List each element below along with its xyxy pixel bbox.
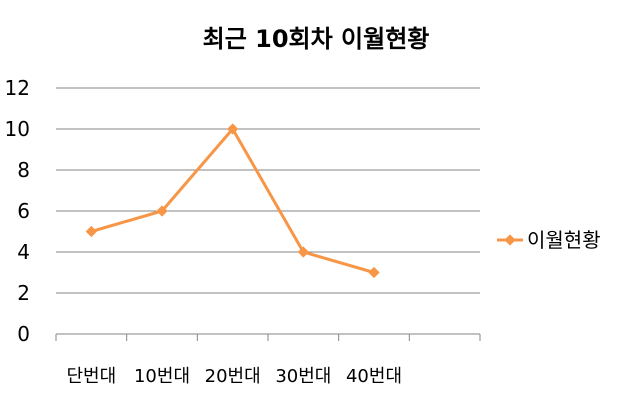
x-axis: 단번대 10번대 20번대 30번대 40번대 [55, 333, 481, 387]
y-tick-label: 10 [5, 117, 30, 141]
y-tick-label: 12 [5, 76, 30, 100]
legend-swatch-marker [504, 234, 516, 246]
data-point [156, 205, 168, 217]
x-category-label: 10번대 [134, 366, 190, 387]
y-tick-label: 0 [17, 322, 30, 346]
x-category-label: 단번대 [66, 366, 116, 387]
y-tick-label: 6 [17, 199, 30, 223]
x-category-label: 40번대 [346, 366, 402, 387]
y-tick-label: 2 [17, 281, 30, 305]
legend-label: 이월현황 [527, 228, 601, 252]
y-axis-ticks: 0 2 4 6 8 10 12 [5, 76, 30, 346]
legend: 이월현황 [497, 228, 601, 252]
chart-title: 최근 10회차 이월현황 [203, 25, 430, 53]
grid [56, 87, 480, 294]
data-point [368, 266, 380, 279]
x-category-label: 30번대 [275, 366, 331, 387]
series [85, 123, 380, 279]
y-tick-label: 4 [17, 240, 30, 264]
data-point [297, 246, 309, 258]
x-category-label: 20번대 [205, 366, 261, 387]
data-point [85, 225, 97, 238]
series-line [90, 127, 375, 274]
y-tick-label: 8 [17, 158, 30, 182]
